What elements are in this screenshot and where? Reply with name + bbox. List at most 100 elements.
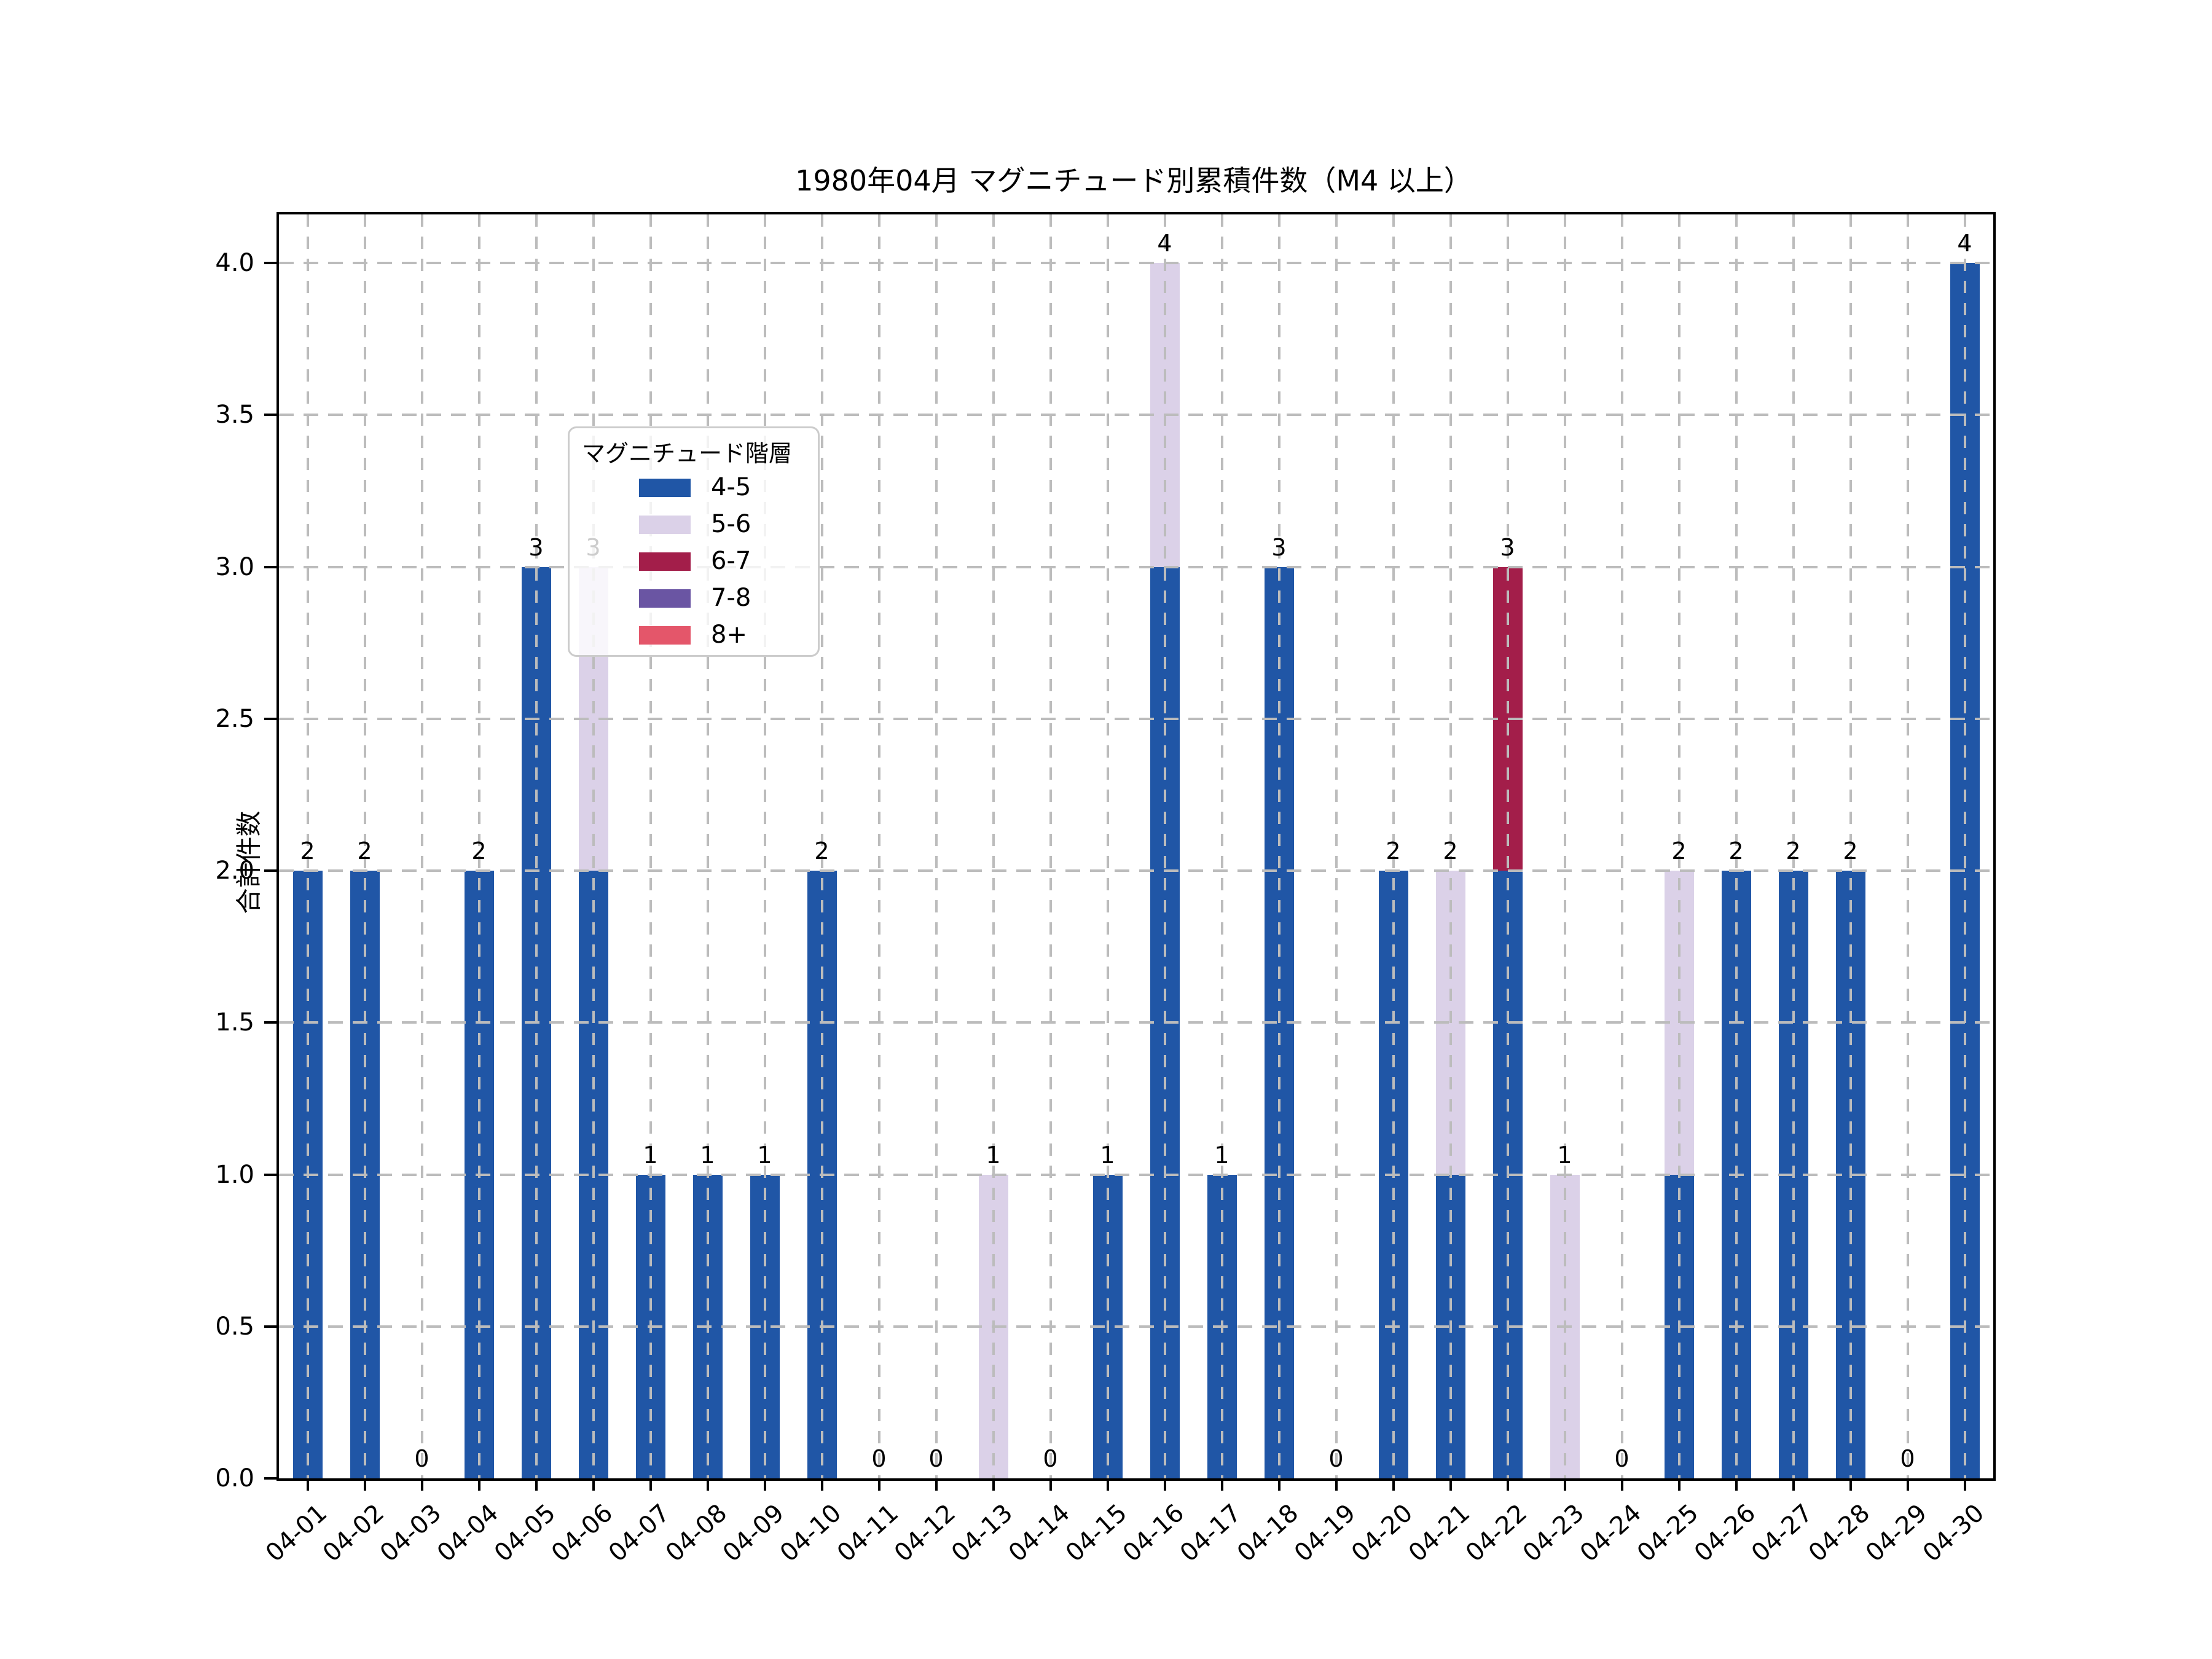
x-tick-mark: [1163, 1478, 1166, 1491]
legend-swatch-7-8: [639, 589, 691, 608]
bar-total-label: 0: [414, 1445, 429, 1472]
legend-entry-5-6: 5-6: [570, 506, 818, 543]
bar-total-label: 1: [1557, 1141, 1572, 1169]
x-tick-mark: [306, 1478, 309, 1491]
legend-swatch-6-7: [639, 552, 691, 571]
x-tick-mark: [1906, 1478, 1909, 1491]
vertical-gridline: [1735, 214, 1738, 1478]
x-tick-mark: [1220, 1478, 1223, 1491]
legend-title: マグニチュード階層: [582, 440, 793, 467]
vertical-gridline: [820, 214, 823, 1478]
bar-total-label: 2: [1786, 837, 1801, 865]
x-tick-mark: [1620, 1478, 1623, 1491]
vertical-gridline: [1677, 214, 1681, 1478]
bar-total-label: 2: [1443, 837, 1458, 865]
vertical-gridline: [1506, 214, 1509, 1478]
x-tick-mark: [1335, 1478, 1338, 1491]
y-tick-mark: [264, 1325, 276, 1328]
vertical-gridline: [1277, 214, 1281, 1478]
vertical-gridline: [1792, 214, 1795, 1478]
horizontal-gridline: [279, 262, 1993, 265]
y-tick-label: 4.0: [215, 249, 254, 278]
x-tick-mark: [649, 1478, 652, 1491]
bar-total-label: 2: [300, 837, 315, 865]
bar-total-label: 2: [814, 837, 830, 865]
legend-swatch-4-5: [639, 479, 691, 497]
vertical-gridline: [535, 214, 538, 1478]
horizontal-gridline: [279, 869, 1993, 873]
bar-total-label: 1: [1214, 1141, 1230, 1169]
y-tick-mark: [264, 1173, 276, 1176]
bar-total-label: 2: [1728, 837, 1744, 865]
y-tick-mark: [264, 565, 276, 568]
y-tick-mark: [264, 1021, 276, 1024]
legend-swatch-5-6: [639, 516, 691, 534]
x-tick-mark: [1106, 1478, 1109, 1491]
y-tick-label: 2.5: [215, 704, 254, 733]
bar-total-label: 1: [986, 1141, 1001, 1169]
vertical-gridline: [363, 214, 366, 1478]
y-tick-mark: [264, 414, 276, 417]
vertical-gridline: [935, 214, 938, 1478]
vertical-gridline: [1335, 214, 1338, 1478]
horizontal-gridline: [279, 1325, 1993, 1328]
legend-label: 4-5: [711, 473, 751, 501]
horizontal-gridline: [279, 1173, 1993, 1176]
vertical-gridline: [1849, 214, 1852, 1478]
y-tick-label: 1.0: [215, 1160, 254, 1189]
x-tick-mark: [363, 1478, 366, 1491]
legend: マグニチュード階層 4-5 5-6 6-7 7-8 8+: [568, 426, 820, 657]
bar-total-label: 3: [1500, 533, 1515, 561]
vertical-gridline: [1563, 214, 1566, 1478]
x-tick-mark: [1506, 1478, 1509, 1491]
x-tick-mark: [477, 1478, 480, 1491]
y-tick-label: 0.5: [215, 1312, 254, 1341]
bar-total-label: 4: [1957, 230, 1972, 257]
y-tick-mark: [264, 1477, 276, 1480]
bar-total-label: 2: [471, 837, 487, 865]
x-tick-mark: [1849, 1478, 1852, 1491]
vertical-gridline: [1163, 214, 1166, 1478]
x-tick-mark: [1049, 1478, 1052, 1491]
y-tick-mark: [264, 262, 276, 265]
vertical-gridline: [706, 214, 709, 1478]
legend-entry-8+: 8+: [570, 617, 818, 654]
legend-entry-4-5: 4-5: [570, 469, 818, 506]
vertical-gridline: [1106, 214, 1109, 1478]
vertical-gridline: [992, 214, 995, 1478]
x-tick-mark: [877, 1478, 880, 1491]
legend-label: 6-7: [711, 547, 751, 575]
vertical-gridline: [1392, 214, 1395, 1478]
y-tick-label: 1.5: [215, 1008, 254, 1037]
x-tick-mark: [1277, 1478, 1281, 1491]
y-tick-label: 3.5: [215, 401, 254, 429]
x-tick-mark: [1792, 1478, 1795, 1491]
vertical-gridline: [763, 214, 766, 1478]
bar-total-label: 1: [1100, 1141, 1115, 1169]
vertical-gridline: [1963, 214, 1966, 1478]
vertical-gridline: [1220, 214, 1223, 1478]
horizontal-gridline: [279, 1021, 1993, 1024]
bar-total-label: 4: [1157, 230, 1172, 257]
x-tick-mark: [820, 1478, 823, 1491]
bar-total-label: 3: [528, 533, 544, 561]
x-tick-mark: [763, 1478, 766, 1491]
x-tick-mark: [1735, 1478, 1738, 1491]
x-tick-mark: [420, 1478, 423, 1491]
x-tick-mark: [1392, 1478, 1395, 1491]
vertical-gridline: [477, 214, 480, 1478]
bar-total-label: 0: [871, 1445, 887, 1472]
vertical-gridline: [306, 214, 309, 1478]
vertical-gridline: [1620, 214, 1623, 1478]
x-tick-mark: [1677, 1478, 1681, 1491]
bar-total-label: 2: [357, 837, 372, 865]
plot-area: 合計件数 日付 マグニチュード階層 4-55-66-77-88+ 2202331…: [215, 212, 1996, 1567]
legend-entry-6-7: 6-7: [570, 543, 818, 580]
vertical-gridline: [877, 214, 880, 1478]
legend-label: 7-8: [711, 584, 751, 612]
vertical-gridline: [649, 214, 652, 1478]
y-tick-mark: [264, 717, 276, 720]
x-tick-mark: [1563, 1478, 1566, 1491]
bar-total-label: 2: [1386, 837, 1401, 865]
